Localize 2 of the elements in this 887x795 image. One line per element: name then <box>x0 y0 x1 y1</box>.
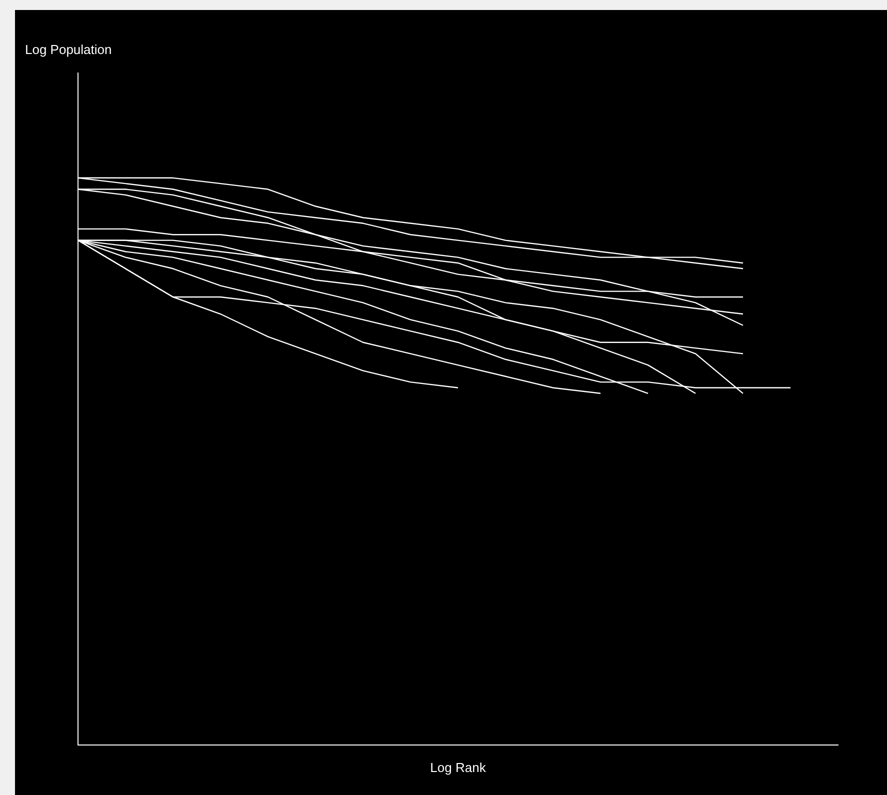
text: Log Population <box>25 42 112 57</box>
x-axis-title: Log Rank <box>429 760 487 775</box>
